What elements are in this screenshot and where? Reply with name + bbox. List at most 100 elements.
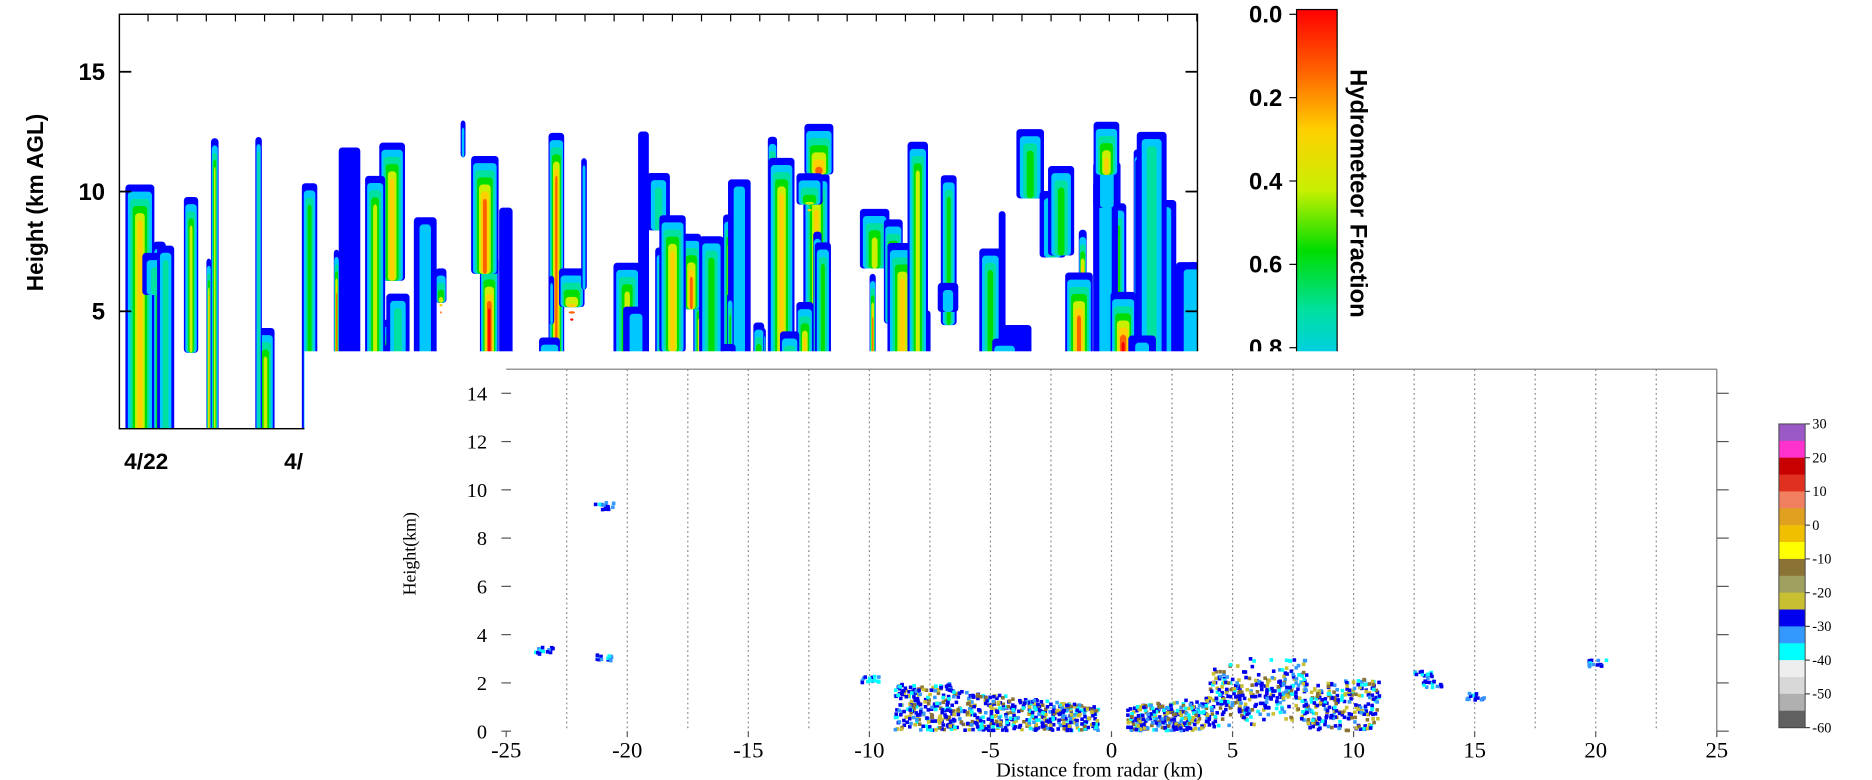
echo (1018, 723, 1023, 728)
echo (1217, 687, 1222, 692)
echo (1073, 721, 1078, 725)
echo (1061, 710, 1065, 714)
x-tick-label: -25 (491, 737, 521, 762)
echo (1134, 716, 1138, 721)
echo (940, 710, 944, 715)
echo (945, 687, 950, 691)
echo (990, 715, 994, 719)
echo (1281, 681, 1286, 686)
colorbar-frame (1778, 423, 1806, 729)
echo (1218, 674, 1223, 679)
echo (949, 727, 954, 731)
colorbar-tick-label: -40 (1812, 653, 1831, 669)
echo (952, 692, 957, 697)
echo (1011, 707, 1016, 712)
echo (1008, 716, 1013, 720)
echo (1332, 683, 1337, 688)
echo (1076, 706, 1081, 711)
echo (1158, 722, 1162, 726)
echo (1186, 706, 1191, 711)
echo (1165, 711, 1170, 716)
echo (1261, 701, 1265, 706)
echo (609, 655, 614, 660)
echo (937, 716, 942, 720)
echo (1175, 708, 1180, 713)
echo (1371, 712, 1375, 717)
echo (607, 654, 612, 658)
echo (1340, 712, 1345, 717)
echo (947, 688, 952, 692)
echo (1270, 675, 1275, 680)
echo (1357, 724, 1361, 729)
echo (978, 716, 982, 720)
echo (1213, 719, 1218, 724)
echo (902, 709, 906, 714)
echo (967, 696, 971, 701)
echo (1360, 686, 1364, 691)
echo (916, 698, 920, 703)
echo (909, 721, 913, 726)
echo (995, 696, 999, 701)
echo (1068, 714, 1072, 718)
echo (1233, 695, 1238, 699)
echo (1317, 689, 1321, 694)
echo (1354, 692, 1358, 697)
echo (1247, 697, 1252, 702)
echo (815, 166, 823, 175)
echo (1064, 725, 1069, 730)
echo (1340, 710, 1345, 715)
echo (929, 688, 934, 692)
echo (1353, 720, 1357, 724)
echo (956, 695, 961, 699)
y-tick-label: 10 (79, 179, 106, 206)
echo (1358, 727, 1363, 731)
echo (1266, 712, 1271, 717)
echo (1344, 728, 1349, 733)
echo (1022, 701, 1027, 705)
y-axis-label: Height (km AGL) (22, 114, 48, 292)
echo (926, 701, 931, 706)
echo (1329, 715, 1333, 720)
echo (1168, 718, 1173, 722)
echo (1235, 664, 1240, 668)
echo (1330, 725, 1334, 730)
echo (1218, 706, 1223, 710)
echo (1476, 696, 1480, 700)
echo (1215, 686, 1220, 690)
echo (1288, 685, 1292, 690)
echo (1084, 720, 1089, 724)
echo (1263, 676, 1267, 680)
echo (1211, 721, 1216, 725)
echo (1068, 716, 1073, 721)
echo (1041, 724, 1045, 729)
echo (1060, 706, 1065, 710)
echo (1327, 705, 1332, 710)
echo (970, 709, 974, 713)
y-axis-label: Height(km) (399, 512, 420, 595)
echo (1169, 703, 1173, 708)
echo (1146, 726, 1150, 730)
echo (1362, 726, 1366, 731)
echo (1230, 677, 1235, 682)
echo (606, 507, 611, 512)
echo (1214, 698, 1219, 703)
echo-field (534, 501, 1609, 741)
echo (965, 702, 970, 706)
echo (336, 292, 338, 364)
echo (1313, 722, 1317, 726)
echo (568, 311, 575, 314)
echo (860, 680, 865, 685)
colorbar-label: Hydrometeor Fraction (1344, 69, 1371, 318)
echo (1186, 713, 1191, 717)
radar-gap (1099, 712, 1124, 741)
echo (1300, 714, 1305, 719)
echo (1051, 717, 1056, 722)
echo (1263, 702, 1268, 707)
echo (1192, 718, 1197, 722)
echo (1174, 712, 1179, 716)
echo (1222, 678, 1226, 683)
echo (1284, 717, 1288, 721)
echo (1306, 717, 1311, 722)
echo (1360, 693, 1364, 698)
echo (1296, 683, 1301, 687)
